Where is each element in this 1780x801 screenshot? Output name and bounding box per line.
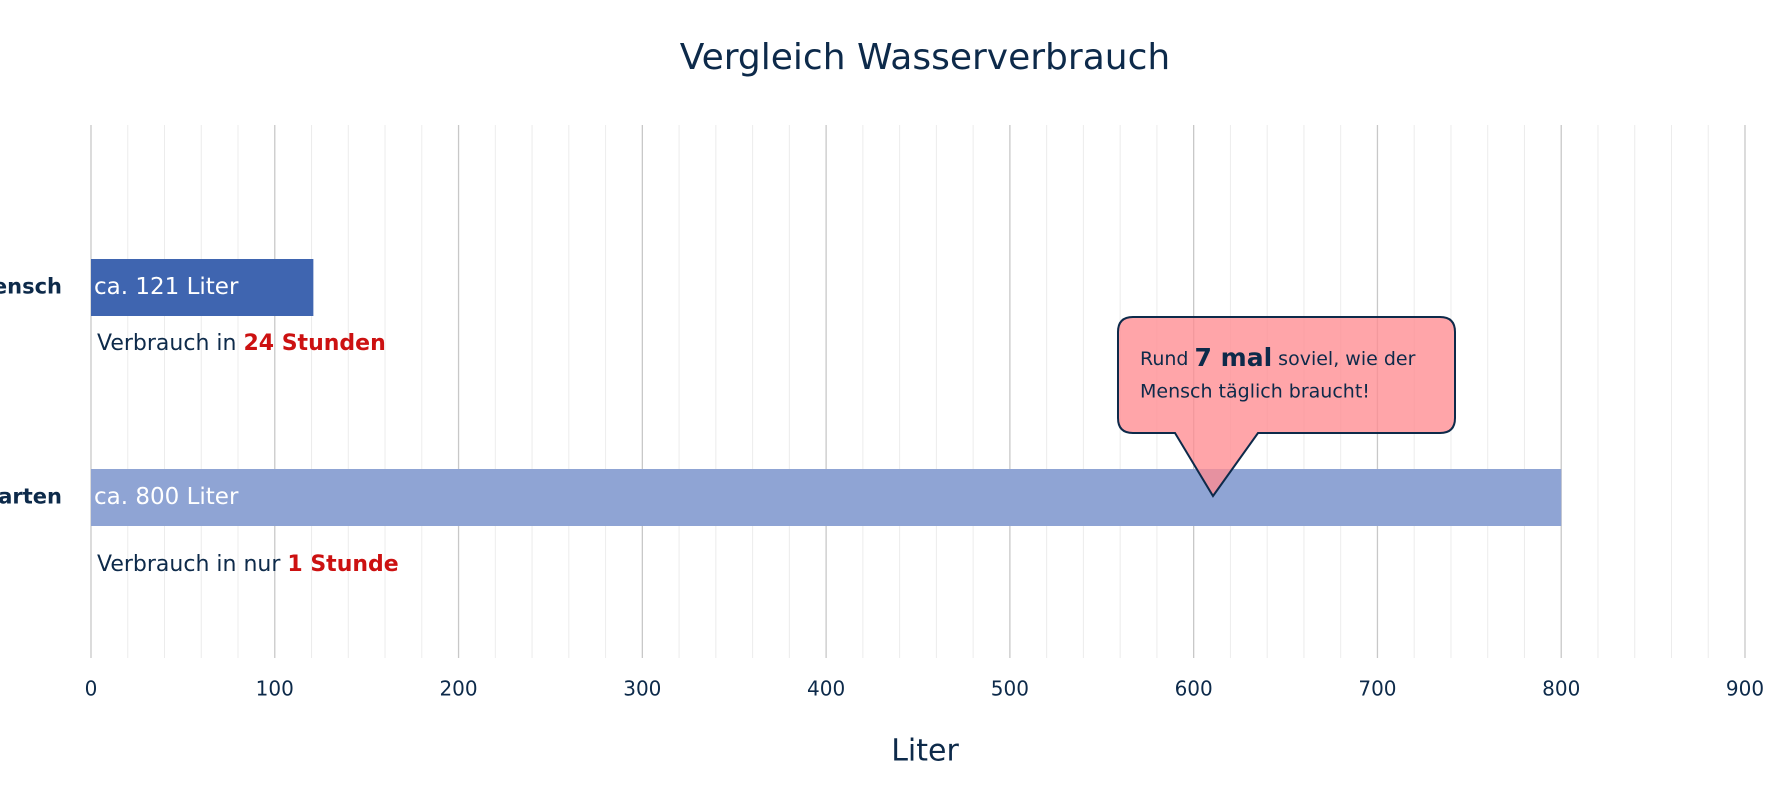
- value-label: ca. 121 Liter: [94, 274, 239, 300]
- callout-text: Rund 7 mal soviel, wie der: [1140, 343, 1416, 372]
- value-label: ca. 800 Liter: [94, 484, 239, 510]
- callout-after: soviel, wie der: [1272, 348, 1415, 370]
- annotation-text: Verbrauch in nur: [97, 552, 287, 577]
- x-tick-label: 800: [1542, 677, 1580, 701]
- bar: [91, 469, 1562, 526]
- callout-box: [1117, 316, 1456, 498]
- chart-title: Vergleich Wasserverbrauch: [680, 37, 1170, 78]
- category-label: arten: [0, 485, 62, 509]
- x-tick-label: 600: [1175, 677, 1213, 701]
- category-label: ensch: [0, 275, 62, 299]
- x-tick-label: 700: [1358, 677, 1396, 701]
- x-tick-label: 300: [623, 677, 661, 701]
- x-tick-label: 0: [85, 677, 98, 701]
- x-axis-title: Liter: [891, 734, 959, 769]
- annotation-emphasis: 24 Stunden: [243, 331, 385, 356]
- x-tick-label: 100: [256, 677, 294, 701]
- annotation: Verbrauch in 24 Stunden: [97, 331, 386, 356]
- x-tick-label: 500: [991, 677, 1029, 701]
- annotation: Verbrauch in nur 1 Stunde: [97, 552, 399, 577]
- callout-before: Rund: [1140, 348, 1195, 370]
- x-tick-label: 200: [439, 677, 477, 701]
- callout-emphasis: 7 mal: [1195, 343, 1273, 372]
- x-tick-label: 400: [807, 677, 845, 701]
- annotation-text: Verbrauch in: [97, 331, 243, 356]
- x-tick-label: 900: [1726, 677, 1764, 701]
- callout-text: Mensch täglich braucht!: [1140, 381, 1370, 403]
- bar: [91, 259, 314, 316]
- annotation-emphasis: 1 Stunde: [287, 552, 398, 577]
